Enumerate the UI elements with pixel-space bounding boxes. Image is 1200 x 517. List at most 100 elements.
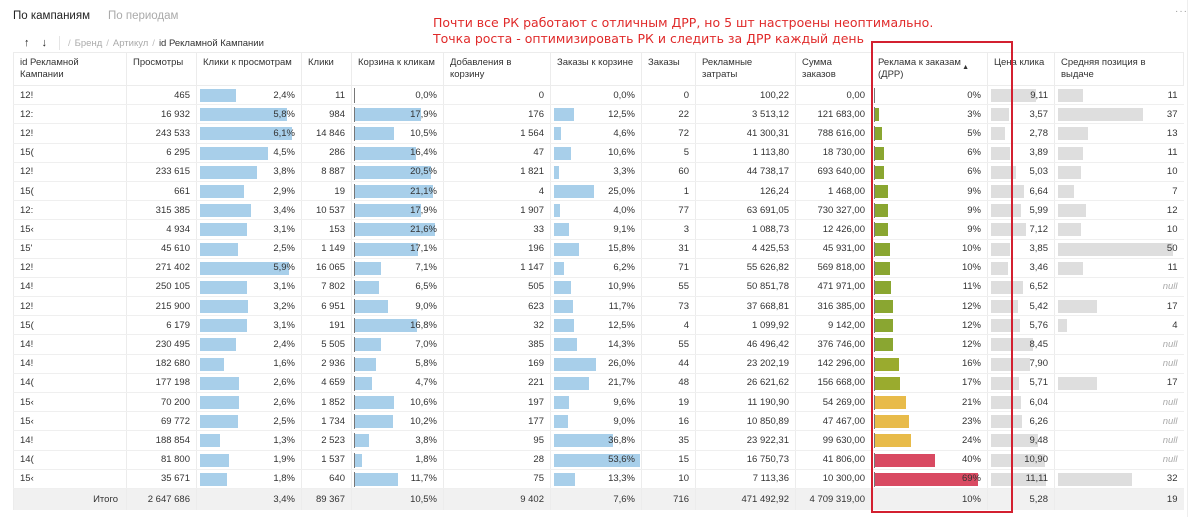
value-bar bbox=[875, 376, 901, 390]
cell-campaign-id: 14! bbox=[13, 334, 127, 355]
cell-ad-cost: 7 113,36 bbox=[695, 469, 796, 489]
table-row[interactable]: 14! 188 854 1,3% 2 523 3,8% 95 36,8% 35 23 922,3… bbox=[13, 430, 1184, 451]
cell-ad-cost: 3 513,12 bbox=[695, 104, 796, 125]
table-row[interactable]: 15(6 295 4,5% 286 16,4% 47 10,6% 5 1 113,80 18 7… bbox=[13, 143, 1184, 163]
cell-order-rate-value: 13,3% bbox=[608, 473, 635, 485]
tab-by-periods[interactable]: По периодам bbox=[107, 10, 179, 22]
col-header-avg-position[interactable]: Средняя позиция в выдаче bbox=[1054, 52, 1184, 86]
col-header-order-sum[interactable]: Сумма заказов bbox=[795, 52, 872, 86]
col-header-ad-cost[interactable]: Рекламные затраты bbox=[695, 52, 796, 86]
cell-drr-value: 69% bbox=[961, 473, 981, 485]
cell-ctr-value: 6,1% bbox=[273, 127, 295, 139]
cell-ctr: 2,9% bbox=[196, 181, 302, 202]
cell-campaign-id: 15( bbox=[13, 143, 127, 163]
cell-avg-position-value: 11 bbox=[1167, 89, 1178, 101]
value-bar bbox=[355, 146, 416, 160]
cell-cart-adds-value: 1 821 bbox=[520, 166, 544, 178]
table-row[interactable]: 12: 16 932 5,8% 984 17,9% 176 12,5% 22 3 513,12 1… bbox=[13, 104, 1184, 125]
table-row[interactable]: 12! 233 615 3,8% 8 887 20,5% 1 821 3,3% 60 44 73… bbox=[13, 162, 1184, 182]
sort-up-icon[interactable]: ↑ bbox=[24, 37, 30, 49]
cell-order-sum: 1 468,00 bbox=[795, 181, 872, 202]
cell-order-rate: 0,0% bbox=[550, 85, 642, 106]
col-header-order-rate[interactable]: Заказы к корзине bbox=[550, 52, 642, 86]
cell-cpc-value: 6,04 bbox=[1029, 396, 1049, 408]
table-row[interactable]: 12: 315 385 3,4% 10 537 17,9% 1 907 4,0% 77 63 6… bbox=[13, 200, 1184, 221]
col-header-ctr[interactable]: Клики к просмотрам bbox=[196, 52, 302, 86]
col-header-campaign-id[interactable]: id Рекламной Кампании bbox=[13, 52, 127, 86]
table-row[interactable]: 12! 271 402 5,9% 16 065 7,1% 1 147 6,2% 71 55 62… bbox=[13, 258, 1184, 278]
cell-cart-adds: 4 bbox=[443, 181, 551, 202]
col-header-cpc[interactable]: Цена клика bbox=[987, 52, 1055, 86]
table-row[interactable]: 15' 45 610 2,5% 1 149 17,1% 196 15,8% 31 4 425,5… bbox=[13, 239, 1184, 259]
table-row[interactable]: 14(177 198 2,6% 4 659 4,7% 221 21,7% 48 26 621,… bbox=[13, 373, 1184, 394]
cell-drr: 12% bbox=[871, 296, 988, 317]
value-bar bbox=[875, 204, 889, 218]
table-row[interactable]: 12! 215 900 3,2% 6 951 9,0% 623 11,7% 73 37 668,… bbox=[13, 296, 1184, 317]
cell-views-value: 16 932 bbox=[160, 108, 190, 120]
col-header-cart-adds[interactable]: Добавления в корзину bbox=[443, 52, 551, 86]
cell-ad-cost-value: 4 425,53 bbox=[752, 243, 789, 255]
sort-down-icon[interactable]: ↓ bbox=[41, 37, 48, 49]
cell-order-sum-value: 10 300,00 bbox=[822, 473, 865, 485]
table-row[interactable]: 12! 243 533 6,1% 14 846 10,5% 1 564 4,6% 72 41 3… bbox=[13, 123, 1184, 144]
cell-views-value: 243 533 bbox=[155, 127, 190, 139]
cell-clicks-value: 2 936 bbox=[321, 358, 345, 370]
value-bar bbox=[355, 376, 373, 390]
table-row[interactable]: 14! 230 495 2,4% 5 505 7,0% 385 14,3% 55 46 496,… bbox=[13, 334, 1184, 355]
col-header-cart-rate[interactable]: Корзина к кликам bbox=[351, 52, 444, 86]
table-row[interactable]: 15‹ 69 772 2,5% 1 734 10,2% 177 9,0% 16 10 850,8… bbox=[13, 411, 1184, 432]
table-row[interactable]: 15(6 179 3,1% 191 16,8% 32 12,5% 4 1 099,92 9 14… bbox=[13, 315, 1184, 336]
table-row[interactable]: 12! 465 2,4% 11 0,0% 0 0,0% 0 100,22 0,00 0% 9,11 11 bbox=[13, 85, 1184, 106]
col-header-clicks[interactable]: Клики bbox=[301, 52, 352, 86]
cell-cpc-value: 10,90 bbox=[1024, 454, 1048, 466]
breadcrumb-brand[interactable]: Бренд bbox=[74, 37, 103, 49]
value-bar bbox=[1058, 165, 1081, 179]
cell-cpc-value: 5,76 bbox=[1029, 319, 1049, 331]
cell-clicks: 1 734 bbox=[301, 411, 352, 432]
tab-by-campaigns[interactable]: По кампаниям bbox=[13, 10, 90, 22]
cell-ctr-value: 5,9% bbox=[273, 262, 295, 274]
cell-order-sum: 54 269,00 bbox=[795, 392, 872, 413]
table-row[interactable]: 14! 182 680 1,6% 2 936 5,8% 169 26,0% 44 23 202,… bbox=[13, 354, 1184, 374]
value-bar bbox=[355, 280, 380, 294]
cell-drr: 16% bbox=[871, 354, 988, 374]
value-bar bbox=[554, 242, 580, 256]
bar-axis bbox=[874, 107, 875, 123]
col-header-views[interactable]: Просмотры bbox=[126, 52, 197, 86]
cell-order-rate-value: 10,9% bbox=[608, 281, 635, 293]
cell-orders-value: 71 bbox=[678, 262, 689, 274]
cell-order-rate-value: 36,8% bbox=[608, 434, 635, 446]
cell-orders: 55 bbox=[641, 277, 696, 298]
cell-order-rate: 11,7% bbox=[550, 296, 642, 317]
cell-avg-position: 32 bbox=[1054, 469, 1184, 489]
cell-cart-rate: 10,5% bbox=[351, 123, 444, 144]
cell-cart-rate-value: 10,6% bbox=[410, 396, 437, 408]
cell-cart-adds: 177 bbox=[443, 411, 551, 432]
sort-ascending-icon[interactable]: ▲ bbox=[962, 64, 969, 71]
cell-orders-value: 35 bbox=[678, 434, 689, 446]
more-options-icon[interactable]: ··· bbox=[1175, 6, 1188, 17]
cell-order-sum-value: 569 818,00 bbox=[817, 262, 865, 274]
table-row[interactable]: 15‹ 35 671 1,8% 640 11,7% 75 13,3% 10 7 113,36 10… bbox=[13, 469, 1184, 489]
table-row[interactable]: 15‹ 4 934 3,1% 153 21,6% 33 9,1% 3 1 088,73 12 42… bbox=[13, 219, 1184, 240]
cell-orders-value: 16 bbox=[678, 415, 689, 427]
annotation-line-1: Почти все РК работают с отличным ДРР, но… bbox=[433, 15, 934, 30]
cell-order-rate-value: 11,7% bbox=[608, 300, 635, 312]
cell-cpc-value: 7,90 bbox=[1029, 358, 1049, 370]
col-header-orders[interactable]: Заказы bbox=[641, 52, 696, 86]
bar-axis bbox=[874, 337, 875, 353]
table-row[interactable]: 14(81 800 1,9% 1 537 1,8% 28 53,6% 15 16 750,73… bbox=[13, 450, 1184, 470]
cell-clicks-value: 10 537 bbox=[315, 204, 345, 216]
table-row[interactable]: 14! 250 105 3,1% 7 802 6,5% 505 10,9% 55 50 851,… bbox=[13, 277, 1184, 298]
cell-cpc-value: 9,48 bbox=[1029, 434, 1049, 446]
cell-avg-position: null bbox=[1054, 334, 1184, 355]
cell-ctr: 1,3% bbox=[196, 430, 302, 451]
breadcrumb-article[interactable]: Артикул bbox=[112, 37, 149, 49]
bar-axis bbox=[354, 164, 355, 180]
cell-ctr-value: 3,2% bbox=[273, 300, 295, 312]
value-bar bbox=[200, 184, 244, 198]
table-row[interactable]: 15(661 2,9% 19 21,1% 4 25,0% 1 126,24 1 468,00 9%… bbox=[13, 181, 1184, 202]
cell-ad-cost: 44 738,17 bbox=[695, 162, 796, 182]
col-header-drr[interactable]: Реклама к заказам (ДРР) ▲ bbox=[871, 52, 988, 86]
table-row[interactable]: 15‹ 70 200 2,6% 1 852 10,6% 197 9,6% 19 11 190,9… bbox=[13, 392, 1184, 413]
